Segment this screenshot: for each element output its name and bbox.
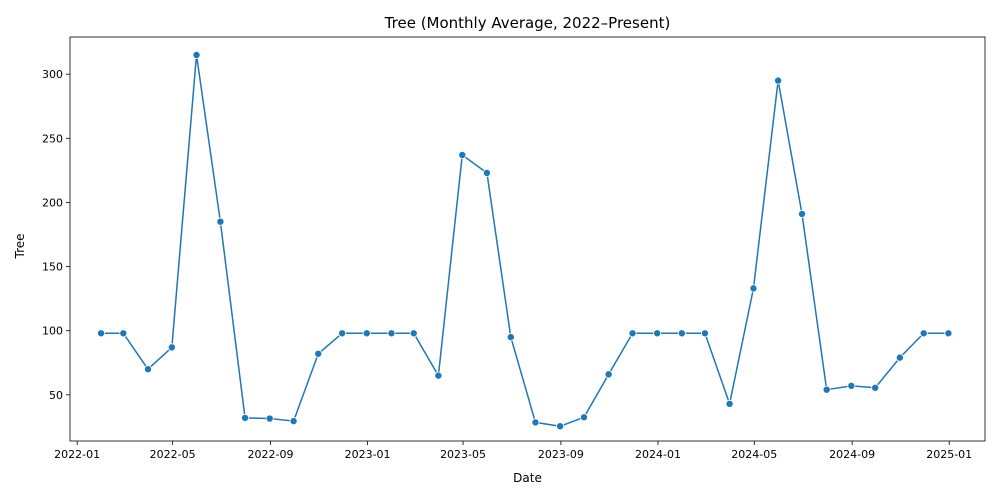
y-tick-label: 250 bbox=[42, 132, 63, 145]
data-point bbox=[314, 349, 323, 358]
y-tick-label: 300 bbox=[42, 68, 63, 81]
x-tick-label: 2024-01 bbox=[635, 448, 681, 461]
data-point bbox=[531, 418, 540, 427]
data-point bbox=[409, 329, 418, 338]
data-point bbox=[895, 353, 904, 362]
y-tick-label: 100 bbox=[42, 325, 63, 338]
x-tick-label: 2025-01 bbox=[926, 448, 972, 461]
y-tick-label: 150 bbox=[42, 261, 63, 274]
data-point bbox=[556, 422, 565, 431]
y-axis: 50 100 150 200 250 300 bbox=[42, 68, 70, 402]
x-tick-label: 2024-05 bbox=[731, 448, 777, 461]
data-point bbox=[749, 284, 758, 293]
data-point bbox=[798, 209, 807, 218]
data-point bbox=[458, 150, 467, 159]
chart-title: Tree (Monthly Average, 2022–Present) bbox=[384, 14, 671, 32]
data-point bbox=[944, 329, 953, 338]
x-tick-label: 2023-05 bbox=[440, 448, 486, 461]
data-point bbox=[265, 414, 274, 423]
y-axis-label: Tree bbox=[13, 233, 27, 259]
data-point bbox=[97, 329, 106, 338]
x-axis: 2022-01 2022-05 2022-09 2023-01 2023-05 2023-… bbox=[54, 441, 972, 461]
data-point bbox=[338, 329, 347, 338]
data-point bbox=[725, 399, 734, 408]
y-tick-label: 200 bbox=[42, 196, 63, 209]
x-tick-label: 2022-01 bbox=[54, 448, 100, 461]
data-point bbox=[387, 329, 396, 338]
data-point bbox=[628, 329, 637, 338]
series-line bbox=[101, 54, 949, 428]
x-tick-label: 2022-09 bbox=[248, 448, 294, 461]
data-point bbox=[482, 168, 491, 177]
x-tick-label: 2023-01 bbox=[345, 448, 391, 461]
data-point bbox=[700, 329, 709, 338]
data-point bbox=[241, 413, 250, 422]
plot-frame bbox=[69, 36, 986, 442]
data-point bbox=[119, 329, 128, 338]
data-point bbox=[919, 329, 928, 338]
y-tick-label: 50 bbox=[49, 389, 63, 402]
data-point bbox=[289, 417, 298, 426]
data-point bbox=[774, 76, 783, 85]
data-point bbox=[677, 329, 686, 338]
data-point bbox=[192, 50, 201, 59]
data-point bbox=[847, 381, 856, 390]
data-point bbox=[506, 333, 515, 342]
plot-area bbox=[97, 50, 953, 431]
data-point bbox=[604, 370, 613, 379]
data-point bbox=[822, 385, 831, 394]
data-point bbox=[579, 413, 588, 422]
data-point bbox=[216, 217, 225, 226]
x-tick-label: 2023-09 bbox=[538, 448, 584, 461]
x-axis-label: Date bbox=[513, 471, 542, 485]
x-tick-label: 2022-05 bbox=[150, 448, 196, 461]
data-point bbox=[143, 365, 152, 374]
data-point bbox=[653, 329, 662, 338]
data-point bbox=[871, 383, 880, 392]
data-point bbox=[434, 371, 443, 380]
data-point bbox=[362, 329, 371, 338]
x-tick-label: 2024-09 bbox=[829, 448, 875, 461]
data-point bbox=[167, 343, 176, 352]
